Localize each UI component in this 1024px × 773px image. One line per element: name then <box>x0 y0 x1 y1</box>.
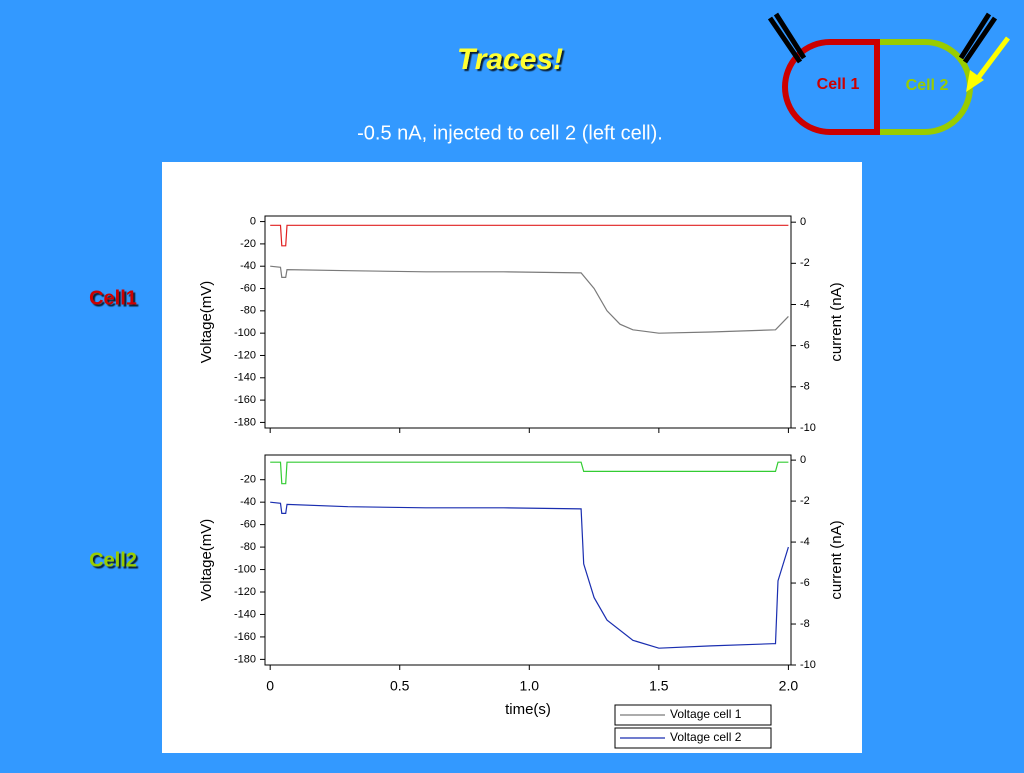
y-tick-label: -80 <box>240 305 256 317</box>
cell-label: Cell 1 <box>817 76 860 93</box>
y2-tick-label: -6 <box>800 340 810 352</box>
y2-tick-label: -8 <box>800 381 810 393</box>
y-tick-label: -60 <box>240 282 256 294</box>
y-tick-label: -160 <box>234 631 256 643</box>
cell-2-shape <box>874 39 973 135</box>
y2-tick-label: 0 <box>800 216 806 228</box>
series-line <box>270 461 789 485</box>
y2-tick-label: -6 <box>800 577 810 589</box>
y2-axis-label: current (nA) <box>828 520 845 599</box>
y-tick-label: -40 <box>240 260 256 272</box>
arrow-head <box>966 70 984 92</box>
x-tick-label: 2.0 <box>779 678 799 694</box>
y2-tick-label: -2 <box>800 257 810 269</box>
series-line <box>270 265 789 334</box>
x-tick-label: 0.5 <box>390 678 410 694</box>
y-tick-label: -80 <box>240 541 256 553</box>
y2-tick-label: -4 <box>800 298 810 310</box>
y2-tick-label: -10 <box>800 422 816 434</box>
y-tick-label: -180 <box>234 416 256 428</box>
y-tick-label: -140 <box>234 372 256 384</box>
y-axis-label: Voltage(mV) <box>198 519 215 602</box>
y-tick-label: -40 <box>240 496 256 508</box>
y-tick-label: -20 <box>240 474 256 486</box>
y-tick-label: 0 <box>250 215 256 227</box>
series-line <box>270 224 789 247</box>
legend-label: Voltage cell 2 <box>670 730 742 744</box>
y-axis-label: Voltage(mV) <box>198 281 215 364</box>
y2-tick-label: -2 <box>800 495 810 507</box>
series-line <box>270 501 789 649</box>
row-label: Cell2 <box>89 549 137 571</box>
subtitle: -0.5 nA, injected to cell 2 (left cell). <box>357 122 663 144</box>
y-tick-label: -100 <box>234 327 256 339</box>
legend-label: Voltage cell 1 <box>670 707 742 721</box>
cell-label: Cell 2 <box>906 77 949 94</box>
electrode <box>958 12 998 64</box>
x-tick-label: 0 <box>266 678 274 694</box>
y-tick-label: -60 <box>240 519 256 531</box>
y2-axis-label: current (nA) <box>828 282 845 361</box>
x-axis-label: time(s) <box>505 701 551 718</box>
slide-title: Traces! <box>457 43 563 76</box>
y-tick-label: -100 <box>234 563 256 575</box>
y-tick-label: -120 <box>234 349 256 361</box>
plot-frame <box>264 454 792 666</box>
y-tick-label: -20 <box>240 238 256 250</box>
y-tick-label: -140 <box>234 608 256 620</box>
electrode <box>767 12 807 64</box>
y2-tick-label: -10 <box>800 659 816 671</box>
y2-tick-label: 0 <box>800 454 806 466</box>
y-tick-label: -160 <box>234 394 256 406</box>
x-tick-label: 1.5 <box>649 678 669 694</box>
y-tick-label: -180 <box>234 653 256 665</box>
legend-box <box>614 727 772 749</box>
row-label: Cell1 <box>89 287 137 309</box>
chart-area <box>162 162 862 753</box>
plot-frame <box>264 215 792 429</box>
y2-tick-label: -8 <box>800 618 810 630</box>
y2-tick-label: -4 <box>800 536 810 548</box>
arrow <box>973 36 1010 84</box>
cell-diagram: Cell 1 Cell 2 <box>767 12 1010 135</box>
cell-1-shape <box>782 39 880 135</box>
legend-box <box>614 704 772 726</box>
y-tick-label: -120 <box>234 586 256 598</box>
x-tick-label: 1.0 <box>520 678 540 694</box>
